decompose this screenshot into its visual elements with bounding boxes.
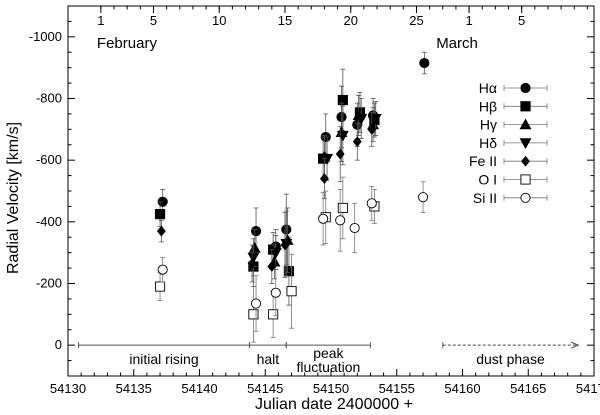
data-point [250,298,262,309]
legend-label: Si II [473,190,497,206]
legend: Hα Hβ Hγ Hδ Fe II O I Si II [469,80,548,206]
x-tick-label: 54135 [116,381,152,396]
data-point [268,309,279,320]
data-point [369,113,382,125]
data-point [247,252,260,264]
y-axis-label: Radial Velocity [km/s] [5,122,22,274]
plot-frame [67,5,595,377]
data-point [366,198,377,209]
phase-label: dust phase [476,351,545,367]
phase-label: initial rising [129,351,198,367]
data-point [267,261,277,272]
data-point [280,239,290,251]
top-day-label: 5 [150,13,157,28]
top-day-label: 1 [97,13,104,28]
data-point [247,258,257,269]
y-tick-label: -200 [36,276,62,291]
data-point [335,215,346,226]
x-tick-label: 54145 [247,381,283,396]
legend-marker [520,82,531,94]
y-tick-label: 0 [55,337,62,352]
data-point [335,148,345,160]
x-tick-label: 54155 [379,381,415,396]
legend-marker [521,155,530,167]
data-point [355,113,368,125]
x-tick-label: 54140 [181,381,217,396]
x-tick-label: 54150 [313,381,349,396]
x-tick-label: 54160 [444,381,480,396]
data-point [270,287,281,298]
month-label: March [436,35,478,52]
data-point [248,241,261,253]
legend-marker [519,138,532,150]
phase-label: peak [313,345,344,361]
legend-marker [520,192,531,203]
data-point [318,213,329,224]
month-label: February [97,35,158,52]
y-axis: 0 -200 -400 -600 -800 -1000 [29,5,594,377]
phase-label: fluctuation [296,359,360,375]
series-5 [154,176,380,343]
x-tick-label: 54165 [510,381,546,396]
data-points [154,51,430,343]
top-day-label: 25 [409,13,423,28]
series-6 [157,181,429,332]
data-point [349,222,360,234]
top-day-label: 5 [518,13,525,28]
data-point [156,225,166,237]
series-1 [154,68,380,306]
legend-label: Fe II [469,153,497,169]
y-tick-label: -600 [36,152,62,167]
data-point [337,202,348,214]
phase-arrow [571,341,580,349]
x-axis: 54130 54135 54140 54145 54150 54155 54160 54165… [50,369,600,396]
y-tick-label: -400 [36,214,62,229]
x-axis-label: Julian date 2400000 + [255,396,413,413]
x-tick-label: 54170 [576,381,600,396]
series-0 [157,51,430,266]
series-4 [156,111,377,284]
data-point [154,281,166,292]
phase-label: halt [257,351,280,367]
y-tick-label: -800 [36,91,62,106]
legend-marker [519,118,532,130]
data-point [269,248,282,259]
data-point [157,264,168,275]
y-tick-label: -1000 [29,29,62,44]
legend-marker [520,174,531,185]
top-day-label: 20 [343,13,357,28]
plot-border [67,5,595,377]
legend-label: Hα [479,80,497,96]
data-point [337,94,348,106]
data-point [352,136,362,148]
data-point [154,209,166,220]
legend-label: O I [478,172,497,188]
top-day-label: 1 [465,13,472,28]
x-tick-label: 54130 [50,381,86,396]
top-day-label: 15 [278,13,292,28]
top-day-label: 10 [212,13,226,28]
data-point [248,309,259,320]
data-point [250,225,262,237]
data-point [286,286,297,297]
legend-label: Hδ [479,135,497,151]
legend-label: Hβ [479,98,497,114]
data-point [283,266,295,277]
data-point [419,57,430,69]
data-point [367,123,377,135]
legend-label: Hγ [480,117,497,133]
legend-marker [520,101,531,112]
data-point [417,192,429,203]
data-point [319,173,329,185]
